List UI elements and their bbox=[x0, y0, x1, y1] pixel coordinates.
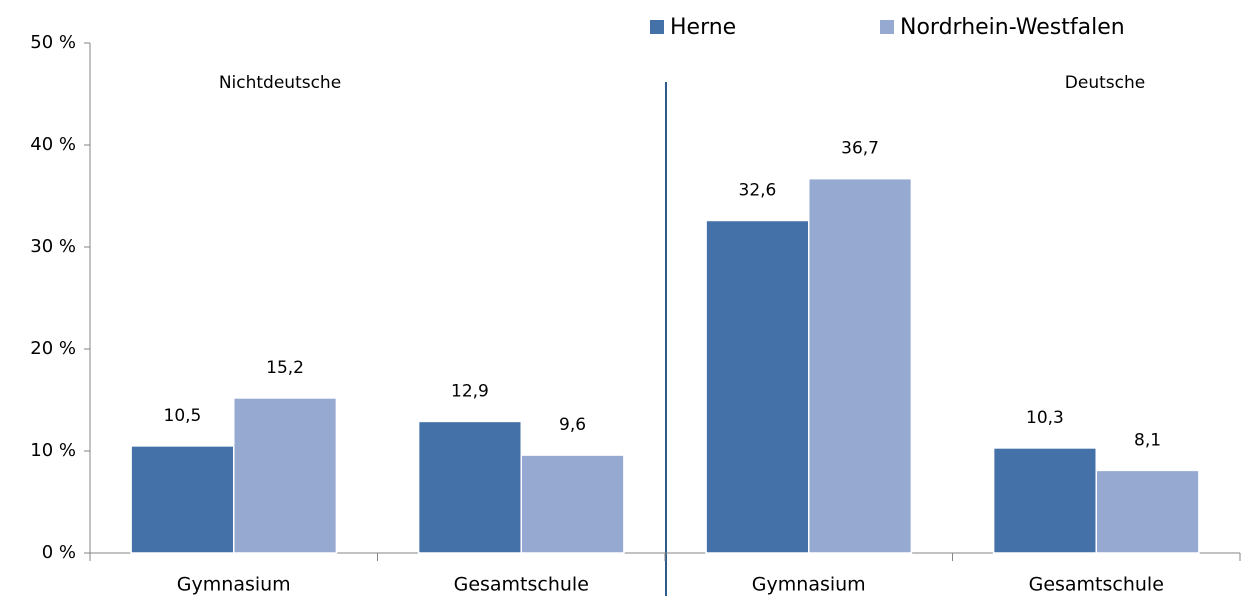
legend-label: Nordrhein-Westfalen bbox=[900, 15, 1125, 40]
bar bbox=[808, 177, 913, 554]
value-label: 10,5 bbox=[164, 406, 202, 426]
bar bbox=[130, 445, 235, 554]
y-tick-label: 30 % bbox=[30, 236, 76, 257]
x-tick-label: Gymnasium bbox=[177, 574, 291, 596]
legend-swatch bbox=[650, 20, 664, 34]
value-label: 12,9 bbox=[451, 381, 489, 401]
value-label: 9,6 bbox=[559, 415, 586, 435]
bar bbox=[233, 397, 338, 554]
y-tick-label: 20 % bbox=[30, 338, 76, 359]
value-label: 8,1 bbox=[1134, 430, 1161, 450]
value-label: 36,7 bbox=[841, 139, 879, 159]
x-tick-label: Gesamtschule bbox=[1029, 574, 1164, 596]
bar bbox=[992, 447, 1097, 554]
bar bbox=[520, 454, 625, 554]
y-tick-label: 0 % bbox=[42, 542, 76, 563]
value-label: 32,6 bbox=[739, 180, 777, 200]
group-label: Nichtdeutsche bbox=[219, 73, 341, 93]
y-tick-label: 10 % bbox=[30, 440, 76, 461]
value-label: 15,2 bbox=[266, 358, 304, 378]
value-label: 10,3 bbox=[1026, 408, 1064, 428]
bar bbox=[417, 420, 522, 554]
x-tick-label: Gesamtschule bbox=[454, 574, 589, 596]
bar bbox=[1095, 469, 1200, 554]
x-tick-label: Gymnasium bbox=[752, 574, 866, 596]
group-label: Deutsche bbox=[1065, 73, 1145, 93]
y-tick-label: 50 % bbox=[30, 32, 76, 53]
legend-label: Herne bbox=[670, 15, 736, 40]
bar bbox=[705, 219, 810, 554]
legend-swatch bbox=[880, 20, 894, 34]
y-tick-label: 40 % bbox=[30, 134, 76, 155]
